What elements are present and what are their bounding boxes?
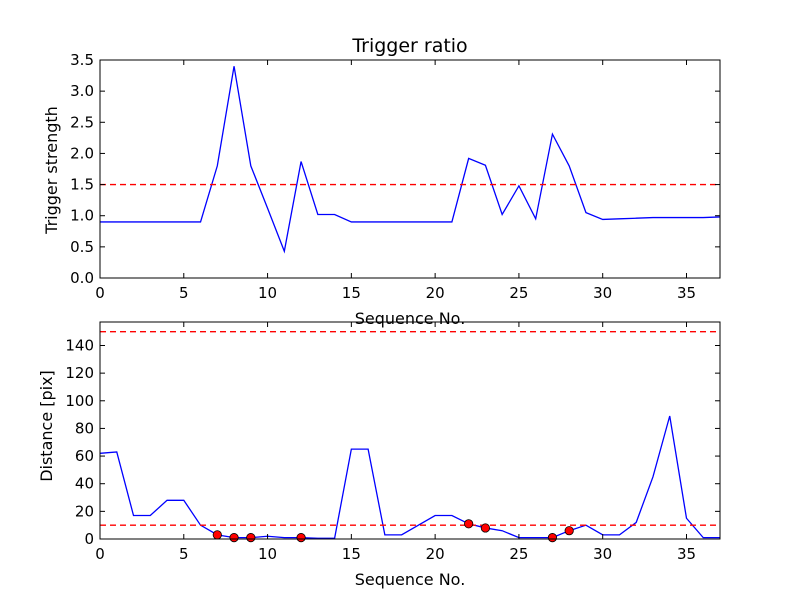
x-tick-label: 15 <box>342 284 361 302</box>
series-line <box>100 66 720 254</box>
plot-frame <box>99 59 721 279</box>
y-tick-label: 3.5 <box>70 51 94 69</box>
data-point-marker <box>547 533 558 543</box>
x-axis-label: Sequence No. <box>355 570 466 589</box>
y-tick-label: 60 <box>75 447 94 465</box>
x-tick-label: 25 <box>509 284 528 302</box>
data-point-marker <box>229 533 239 543</box>
trigger-ratio-chart: Trigger ratio Sequence No. Trigger stren… <box>42 35 721 328</box>
y-tick-label: 2.0 <box>70 144 94 162</box>
data-point-marker <box>464 519 474 529</box>
x-tick-label: 25 <box>509 545 528 563</box>
data-point-marker <box>480 523 491 533</box>
series-line <box>100 415 720 539</box>
x-axis-label: Sequence No. <box>355 309 466 328</box>
x-tick-label: 15 <box>342 545 361 563</box>
data-point-marker <box>564 526 574 536</box>
y-tick-label: 2.5 <box>70 113 94 131</box>
y-tick-label: 0 <box>84 530 94 548</box>
x-tick-label: 20 <box>426 545 445 563</box>
y-tick-label: 1.5 <box>70 176 94 194</box>
y-tick-label: 40 <box>75 475 94 493</box>
y-tick-label: 3.0 <box>70 82 94 100</box>
x-tick-label: 35 <box>677 545 696 563</box>
x-tick-label: 30 <box>593 284 612 302</box>
y-tick-label: 140 <box>65 336 94 354</box>
y-axis-label: Trigger strength <box>42 106 61 235</box>
data-point-marker <box>212 530 222 540</box>
data-point-marker <box>296 533 306 543</box>
x-tick-label: 10 <box>258 284 277 302</box>
data-point-marker <box>246 533 256 543</box>
distance-chart: Sequence No. Distance [pix] 0 5 10 15 20 25 30… <box>37 321 721 589</box>
plot-area: 0 5 10 15 20 25 30 35 0 20 40 60 80 100 120 140 <box>65 321 721 563</box>
y-tick-label: 0.0 <box>70 269 94 287</box>
x-tick-label: 10 <box>258 545 277 563</box>
x-tick-label: 35 <box>677 284 696 302</box>
x-tick-label: 0 <box>95 284 105 302</box>
y-tick-label: 0.5 <box>70 238 94 256</box>
x-tick-label: 0 <box>95 545 105 563</box>
y-axis-label: Distance [pix] <box>37 370 56 482</box>
y-tick-label: 80 <box>75 419 94 437</box>
x-tick-label: 30 <box>593 545 612 563</box>
x-tick-label: 5 <box>179 284 189 302</box>
plot-area: 0 5 10 15 20 25 30 35 0.0 0.5 1.0 1.5 2.0 2.5 3.0 3.5 <box>70 51 721 302</box>
chart-title: Trigger ratio <box>351 35 467 57</box>
plot-frame <box>99 321 721 540</box>
x-tick-label: 20 <box>426 284 445 302</box>
y-tick-label: 120 <box>65 364 94 382</box>
x-tick-label: 5 <box>179 545 189 563</box>
y-tick-label: 100 <box>65 392 94 410</box>
y-tick-label: 20 <box>75 502 94 520</box>
y-tick-label: 1.0 <box>70 207 94 225</box>
